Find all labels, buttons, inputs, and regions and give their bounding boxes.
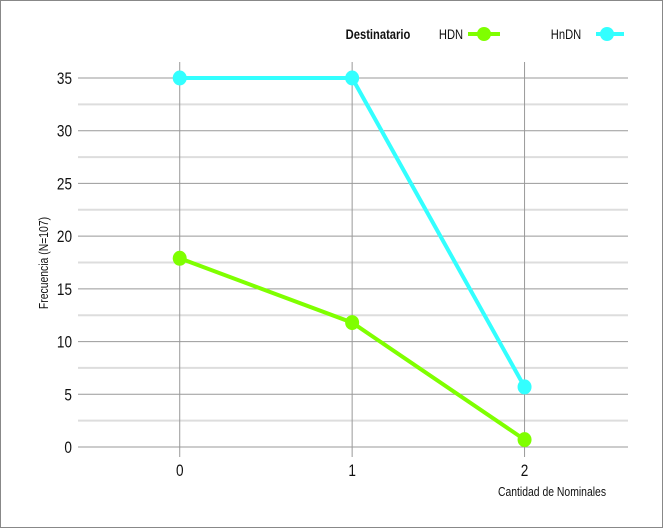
y-tick-label: 0 [64,439,72,458]
data-point-hdn [345,315,360,331]
legend-title: Destinatario [346,27,411,42]
x-axis-label: Cantidad de Nominales [498,485,606,499]
y-tick-label: 25 [57,175,72,194]
x-tick-label: 0 [176,462,184,481]
y-tick-label: 15 [57,281,72,300]
x-axis-ticks: 0 1 2 [176,462,528,481]
legend-label-hndn: HnDN [551,27,581,42]
y-axis-ticks: 0 5 10 15 20 25 30 35 [57,70,72,458]
y-tick-label: 35 [57,70,72,89]
data-point-hdn [517,432,532,448]
legend-label-hdn: HDN [439,27,463,42]
x-tick-label: 2 [521,462,529,481]
y-tick-label: 30 [57,122,72,141]
y-tick-label: 10 [57,333,72,352]
data-point-hndn [345,70,360,86]
grid [78,62,628,457]
legend-marker-hndn [600,27,614,41]
legend: HDN HnDN [439,27,624,42]
data-point-hndn [517,379,532,395]
legend-marker-hdn [477,27,491,41]
data-point-hdn [172,250,187,266]
data-point-hndn [172,70,187,86]
y-tick-label: 20 [57,228,72,247]
x-tick-label: 1 [348,462,356,481]
y-tick-label: 5 [64,386,72,405]
series [172,70,532,448]
y-axis-label: Frecuencia (N=107) [37,217,51,309]
